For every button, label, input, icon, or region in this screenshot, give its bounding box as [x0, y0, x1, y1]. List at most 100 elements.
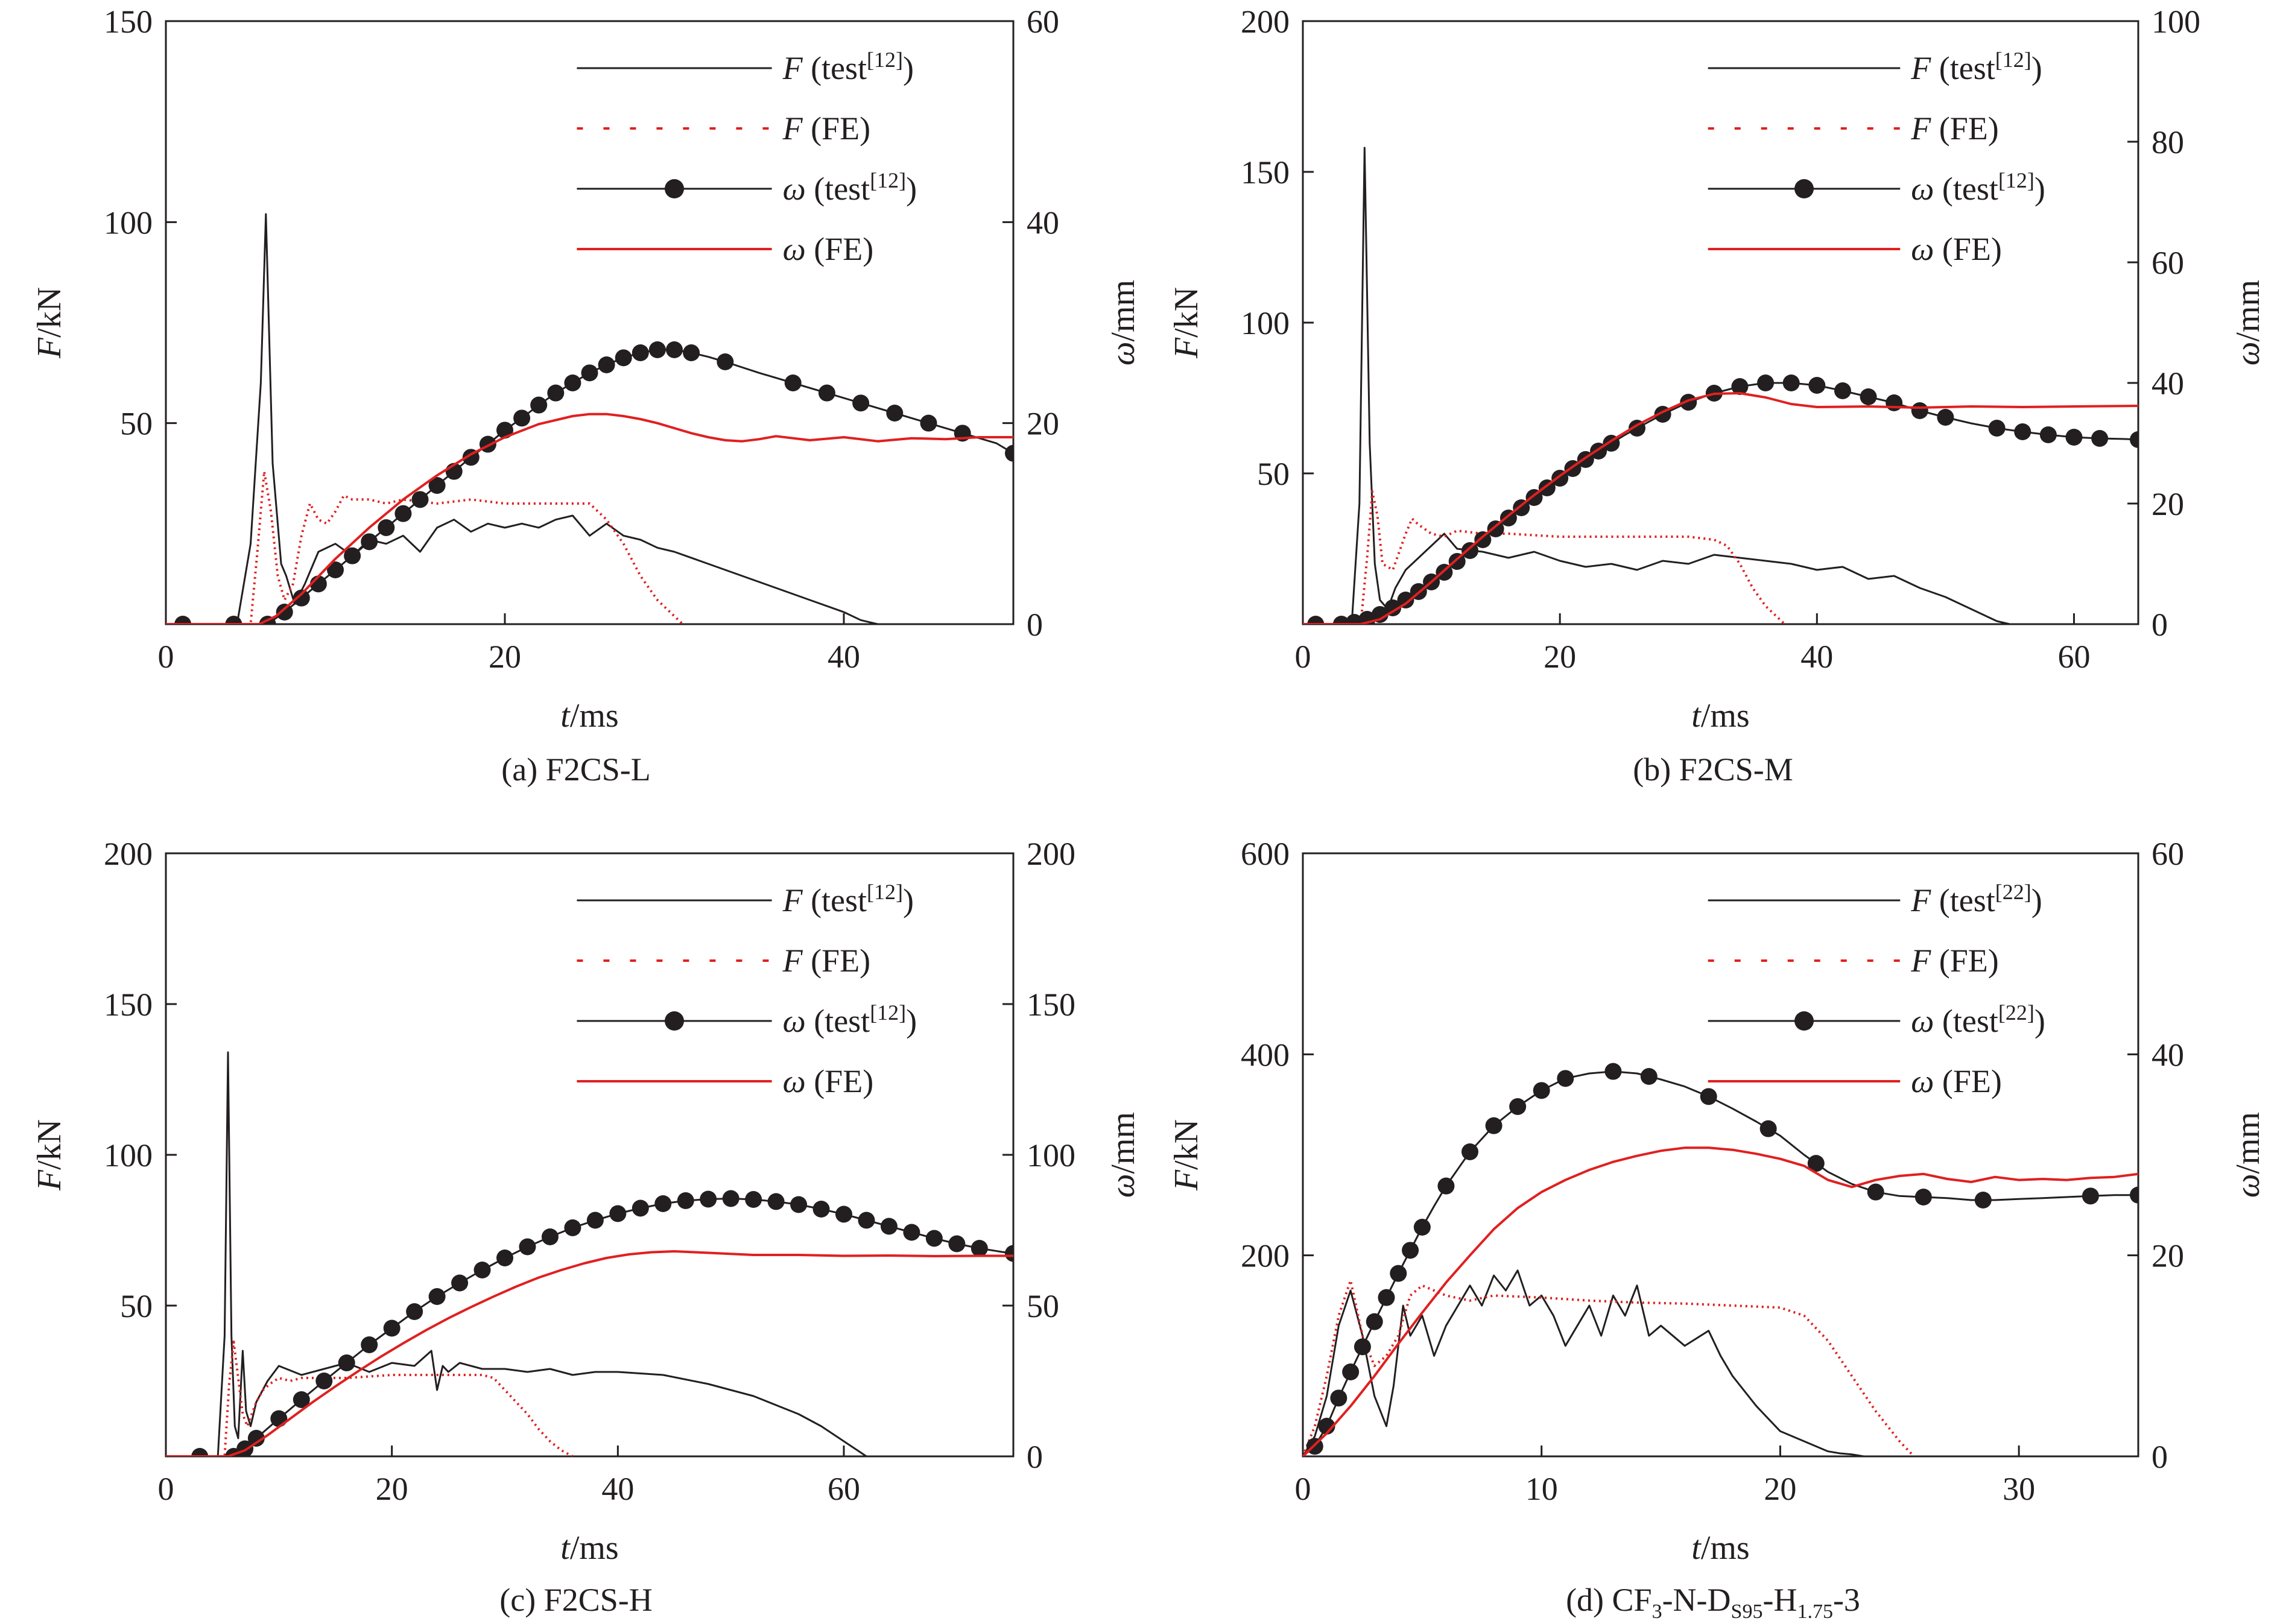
x-tick-label: 60 [2057, 639, 2090, 675]
panel-d: 0 10 20 30 200 400 600 0 20 40 60 F/kN ω/mm t/ms F (te… [1168, 836, 2267, 1567]
series-marker [1782, 374, 1800, 391]
series-marker [530, 396, 548, 414]
legend-label: ω (test[12]) [1911, 168, 2045, 207]
series-marker [852, 394, 870, 412]
series-marker [541, 1228, 559, 1245]
series-marker [496, 1250, 513, 1266]
series-marker [547, 384, 565, 402]
series-marker [767, 1193, 785, 1210]
legend-marker [665, 1011, 684, 1031]
series-marker [818, 384, 835, 402]
caption-c: (c) F2CS-H [499, 1582, 653, 1618]
legend-label: F (test[22]) [1910, 880, 2042, 918]
y-tick-label-right: 0 [2152, 607, 2168, 643]
legend-label: F (test[12]) [782, 880, 914, 918]
series-marker [1366, 1313, 1383, 1330]
y-tick-label-right: 20 [2152, 486, 2184, 522]
series-marker [428, 1288, 446, 1305]
series-marker [1318, 1418, 1335, 1435]
y-tick-label-right: 60 [2152, 245, 2184, 281]
series-marker [1485, 1117, 1503, 1134]
x-axis-label: t/ms [1691, 1529, 1749, 1567]
series-marker [609, 1205, 627, 1222]
y-axis-label-right: ω/mm [1104, 280, 1142, 365]
series-marker [406, 1303, 423, 1320]
series-marker [1757, 374, 1775, 391]
series-marker [812, 1201, 830, 1218]
caption-subscript: S95 [1731, 1600, 1763, 1623]
series-marker [174, 616, 192, 624]
series-marker [880, 1218, 898, 1235]
legend-label: ω (test[12]) [783, 1000, 917, 1039]
legend-label: F (FE) [782, 943, 870, 979]
series-marker [564, 1219, 581, 1236]
y-tick-label-right: 60 [2152, 836, 2184, 872]
series-marker [2130, 1186, 2138, 1204]
plot-frame [1302, 852, 2139, 1458]
series-group [1303, 147, 2138, 624]
y-tick-label-left: 150 [104, 987, 153, 1023]
legend-label: F (test[12]) [1910, 48, 2042, 86]
y-tick-label-left: 150 [104, 4, 153, 40]
y-axis-label-right: ω/mm [2229, 1112, 2267, 1198]
caption-text: -3 [1832, 1582, 1860, 1618]
series-marker [948, 1235, 966, 1253]
series-marker [683, 344, 700, 361]
series-marker [654, 1195, 672, 1212]
series-marker [835, 1205, 852, 1223]
y-tick-label-left: 200 [104, 836, 153, 872]
series-marker [1346, 614, 1363, 624]
series-group [166, 213, 1013, 624]
series-marker [1487, 520, 1504, 537]
series-marker [479, 435, 496, 453]
series-marker [1911, 402, 1928, 419]
x-tick-label: 40 [601, 1471, 634, 1507]
y-tick-label-right: 50 [1027, 1288, 1059, 1324]
y-tick-label-right: 200 [1027, 836, 1075, 872]
y-tick-label-right: 0 [1027, 607, 1043, 643]
x-tick-label: 30 [2003, 1471, 2035, 1507]
legend-label: ω (test[12]) [783, 168, 917, 207]
series-marker [700, 1190, 717, 1208]
series-marker [1413, 1219, 1431, 1236]
series-marker [191, 1448, 209, 1456]
series-line [166, 1341, 574, 1456]
y-tick-label-right: 40 [1027, 204, 1059, 241]
caption-text: (d) CF [1566, 1582, 1652, 1618]
series-marker [1937, 409, 1954, 426]
x-tick-label: 0 [1295, 1471, 1311, 1507]
plot-frame [165, 20, 1015, 625]
legend-marker [1794, 179, 1814, 198]
series-line [166, 412, 1013, 624]
series-group [166, 1051, 1013, 1456]
series-marker [1731, 378, 1749, 395]
y-tick-label-left: 200 [1241, 4, 1290, 40]
series-marker [473, 1262, 491, 1278]
x-tick-label: 60 [828, 1471, 860, 1507]
x-tick-label: 40 [1800, 639, 1833, 675]
series-marker [648, 341, 666, 358]
x-tick-label: 20 [376, 1471, 408, 1507]
series-line [166, 1250, 1013, 1456]
series-marker [925, 1230, 943, 1247]
series-marker [1332, 616, 1350, 624]
series-marker [451, 1274, 469, 1292]
legend-marker [665, 179, 684, 198]
series-marker [1680, 394, 1697, 411]
series-marker [790, 1196, 808, 1213]
legend-label: ω (test[22]) [1911, 1000, 2045, 1039]
series-marker [1437, 1177, 1455, 1195]
y-axis-label-left: F/kN [31, 287, 68, 359]
series-marker [1974, 1192, 1992, 1209]
caption-b: (b) F2CS-M [1633, 751, 1793, 788]
series-marker [327, 561, 344, 578]
series-marker [1378, 1289, 1395, 1306]
series-marker [2065, 429, 2083, 446]
y-tick-label-right: 20 [1027, 406, 1059, 442]
series-marker [247, 1430, 265, 1447]
series-marker [1988, 420, 2006, 437]
series-marker [1005, 1245, 1013, 1262]
y-tick-label-left: 150 [1241, 154, 1290, 191]
x-tick-label: 10 [1525, 1471, 1558, 1507]
series-marker [717, 353, 734, 370]
